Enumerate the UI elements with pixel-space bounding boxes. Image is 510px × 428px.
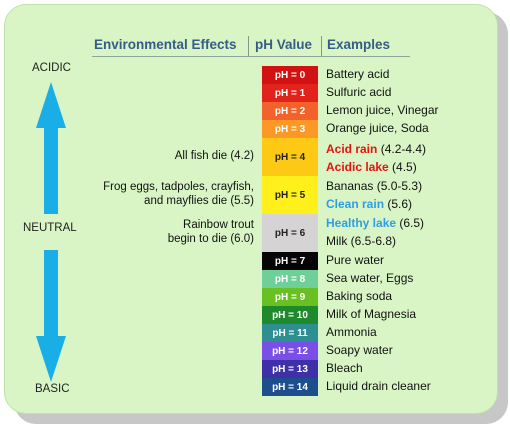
example-text: Milk (6.5-6.8) <box>326 234 397 248</box>
example-highlight: Acidic lake <box>326 160 389 174</box>
ph-scale-item: pH = 0 <box>262 66 318 84</box>
ph-scale-item: pH = 13 <box>262 360 318 378</box>
example-text: Bananas (5.0-5.3) <box>326 179 423 193</box>
example-text: Milk of Magnesia <box>326 307 417 321</box>
header-divider <box>321 36 322 56</box>
example-item: Milk of Magnesia <box>326 307 416 321</box>
effect-item: Rainbow trout begin to die (6.0) <box>168 218 254 246</box>
example-item: Healthy lake (6.5) <box>326 216 424 230</box>
example-item: Clean rain (5.6) <box>326 197 412 211</box>
example-text: Liquid drain cleaner <box>326 379 431 393</box>
example-text: Baking soda <box>326 289 393 303</box>
example-text: (4.5) <box>388 160 417 174</box>
effect-item: Frog eggs, tadpoles, crayfish, and mayfli… <box>103 180 254 208</box>
label-acidic: ACIDIC <box>32 62 71 74</box>
example-item: Battery acid <box>326 67 389 81</box>
example-text: Pure water <box>326 253 385 267</box>
example-item: Liquid drain cleaner <box>326 379 431 393</box>
label-neutral: NEUTRAL <box>23 222 77 234</box>
example-item: Lemon juice, Vinegar <box>326 103 439 117</box>
effect-line: All fish die (4.2) <box>174 150 254 162</box>
ph-scale-item: pH = 2 <box>262 102 318 120</box>
ph-scale-item: pH = 14 <box>262 378 318 396</box>
example-item: Soapy water <box>326 343 393 357</box>
arrow-up-segment <box>36 82 66 214</box>
example-highlight: Healthy lake <box>326 216 397 230</box>
ph-scale-item: pH = 12 <box>262 342 318 360</box>
example-text: Ammonia <box>326 325 377 339</box>
label-basic: BASIC <box>35 383 70 395</box>
example-item: Milk (6.5-6.8) <box>326 234 396 248</box>
example-highlight: Acid rain <box>326 142 378 156</box>
example-text: Lemon juice, Vinegar <box>326 103 439 117</box>
example-item: Sulfuric acid <box>326 85 391 99</box>
effect-line: begin to die (6.0) <box>167 233 254 245</box>
example-item: Orange juice, Soda <box>326 121 429 135</box>
effect-line: Frog eggs, tadpoles, crayfish, <box>103 181 254 193</box>
chart-card <box>4 4 498 414</box>
example-highlight: Clean rain <box>326 197 385 211</box>
example-item: Baking soda <box>326 289 392 303</box>
header-divider <box>248 36 249 56</box>
example-item: Bleach <box>326 361 363 375</box>
example-text: (4.2-4.4) <box>377 142 427 156</box>
ph-scale-item: pH = 4 <box>262 138 318 176</box>
example-text: Sea water, Eggs <box>326 271 414 285</box>
ph-scale-item: pH = 7 <box>262 252 318 270</box>
ph-scale-item: pH = 5 <box>262 176 318 214</box>
effect-item: All fish die (4.2) <box>175 149 254 163</box>
example-item: Acidic lake (4.5) <box>326 160 417 174</box>
ph-scale-item: pH = 11 <box>262 324 318 342</box>
ph-scale-item: pH = 6 <box>262 214 318 252</box>
example-item: Sea water, Eggs <box>326 271 413 285</box>
example-text: (5.6) <box>384 197 413 211</box>
arrow-down-segment <box>36 250 66 382</box>
example-text: Orange juice, Soda <box>326 121 429 135</box>
ph-scale-item: pH = 3 <box>262 120 318 138</box>
header-underline <box>92 56 410 57</box>
example-item: Pure water <box>326 253 384 267</box>
example-text: Bleach <box>326 361 363 375</box>
example-text: Battery acid <box>326 67 390 81</box>
example-item: Acid rain (4.2-4.4) <box>326 142 426 156</box>
example-item: Ammonia <box>326 325 377 339</box>
example-text: Sulfuric acid <box>326 85 392 99</box>
header-ph-value: pH Value <box>255 37 313 52</box>
ph-scale-item: pH = 8 <box>262 270 318 288</box>
header-environmental-effects: Environmental Effects <box>94 37 237 52</box>
effect-line: Rainbow trout <box>183 219 254 231</box>
ph-scale-item: pH = 1 <box>262 84 318 102</box>
effect-line: and mayflies die (5.5) <box>144 195 254 207</box>
example-item: Bananas (5.0-5.3) <box>326 179 422 193</box>
header-examples: Examples <box>327 37 391 52</box>
example-text: Soapy water <box>326 343 393 357</box>
example-text: (6.5) <box>396 216 425 230</box>
double-arrow-icon <box>36 82 66 382</box>
ph-scale-item: pH = 10 <box>262 306 318 324</box>
ph-scale-item: pH = 9 <box>262 288 318 306</box>
